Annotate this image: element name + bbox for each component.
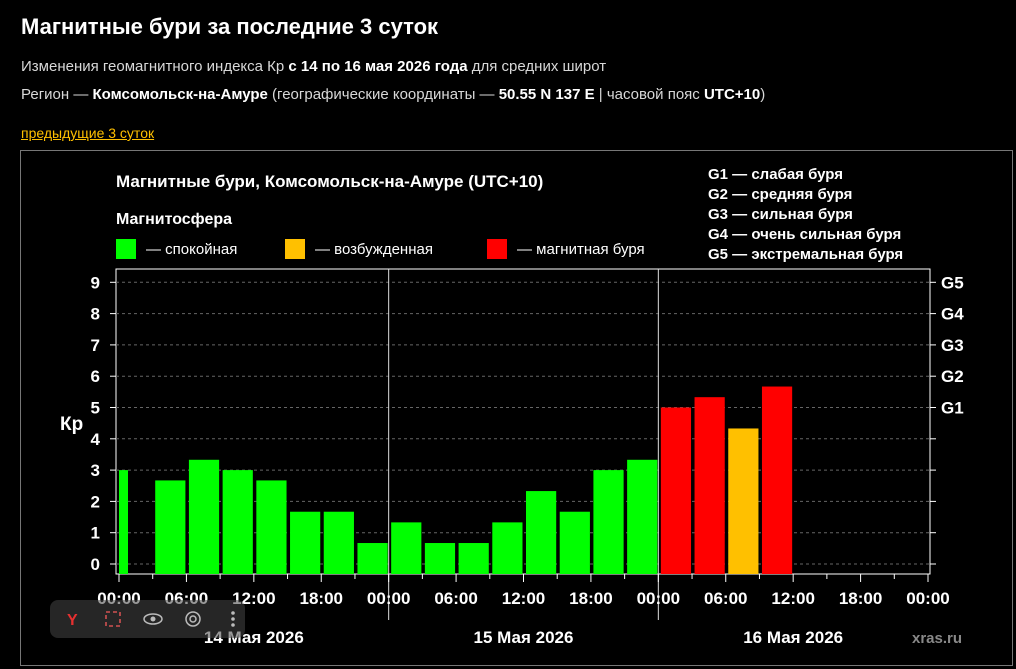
kp-bar-calm (290, 511, 321, 574)
chart-frame (20, 150, 1013, 666)
kp-bar-calm (256, 480, 287, 574)
kp-bar-calm (627, 459, 658, 574)
page-title: Магнитные бури за последние 3 суток (21, 14, 439, 39)
x-tick-label: 18:00 (839, 589, 882, 608)
g-scale-g2: G2 — средняя буря (708, 186, 852, 203)
watermark: xras.ru (912, 630, 962, 647)
y-tick-label: 6 (91, 367, 100, 386)
kp-bar-calm (155, 480, 186, 574)
region-prefix: Регион — (21, 86, 93, 103)
day-label: 16 Мая 2026 (743, 628, 843, 647)
x-tick-label: 12:00 (771, 589, 814, 608)
y-tick-label: 0 (91, 555, 100, 574)
g-tick-label: G4 (941, 305, 964, 324)
kp-bar-storm (660, 407, 692, 574)
day-label: 15 Мая 2026 (474, 628, 574, 647)
yandex-icon[interactable]: Y (62, 608, 84, 630)
y-tick-label: 2 (91, 492, 100, 511)
legend-label-storm: — магнитная буря (517, 241, 645, 258)
legend-swatch-calm (116, 239, 136, 259)
g-scale-g4: G4 — очень сильная буря (708, 226, 901, 243)
camera-icon[interactable] (182, 608, 204, 630)
g-scale-g1: G1 — слабая буря (708, 166, 843, 183)
period-prefix: Изменения геомагнитного индекса Кр (21, 58, 289, 75)
x-tick-label: 00:00 (367, 589, 410, 608)
screenshot-icon[interactable] (102, 608, 124, 630)
kp-bar-calm (424, 543, 456, 574)
kp-bar-calm (357, 543, 388, 574)
g-scale-g3: G3 — сильная буря (708, 206, 853, 223)
x-tick-label: 06:00 (434, 589, 477, 608)
g-tick-label: G2 (941, 367, 964, 386)
kp-bar-storm (761, 386, 793, 574)
x-tick-label: 12:00 (502, 589, 545, 608)
x-tick-label: 18:00 (569, 589, 612, 608)
svg-text:Y: Y (67, 612, 78, 628)
coords-prefix: (географические координаты — (267, 86, 499, 103)
y-axis-label: Кр (60, 414, 83, 435)
period-description: Изменения геомагнитного индекса Кр с 14 … (21, 58, 606, 75)
kp-bar-calm (458, 543, 489, 574)
legend-swatch-excited (285, 239, 305, 259)
browser-overlay-toolbar: Y (50, 600, 245, 638)
period-suffix: для средних широт (467, 58, 607, 75)
x-tick-label: 18:00 (300, 589, 343, 608)
bars (119, 386, 793, 574)
kp-bar-calm (492, 522, 523, 574)
kp-bar-excited (728, 428, 759, 574)
region-coords: 50.55 N 137 E (498, 86, 595, 103)
g-tick-label: G5 (941, 273, 964, 292)
y-tick-label: 4 (91, 430, 101, 449)
y-tick-label: 5 (91, 399, 100, 418)
chart-title: Магнитные бури, Комсомольск-на-Амуре (UT… (116, 172, 543, 191)
x-tick-label: 00:00 (637, 589, 680, 608)
kp-bar-calm (119, 470, 128, 574)
region-description: Регион — Комсомольск-на-Амуре (географич… (21, 86, 765, 103)
more-icon[interactable] (222, 608, 244, 630)
legend-label-calm: — спокойная (146, 241, 237, 258)
grid-lines (116, 269, 930, 620)
y-tick-label: 7 (91, 336, 100, 355)
tz-prefix: | часовой пояс (594, 86, 704, 103)
region-timezone: UTC+10 (703, 86, 761, 103)
legend-heading: Магнитосфера (116, 211, 232, 228)
legend-label-excited: — возбужденная (315, 241, 433, 258)
g-tick-label: G3 (941, 336, 964, 355)
x-tick-label: 06:00 (704, 589, 747, 608)
eye-icon[interactable] (142, 608, 164, 630)
y-tick-label: 3 (91, 461, 100, 480)
region-name: Комсомольск-на-Амуре (92, 86, 268, 103)
legend-swatch-storm (487, 239, 507, 259)
y-axis: 0 1 2 3 4 5 6 7 8 9 (91, 273, 116, 574)
kp-bar-calm (391, 522, 422, 574)
kp-bar-calm (188, 459, 220, 574)
x-tick-label: 00:00 (906, 589, 949, 608)
y-tick-label: 9 (91, 273, 100, 292)
kp-bar-calm (559, 511, 590, 574)
kp-bar-calm (323, 511, 354, 574)
region-suffix: ) (760, 86, 766, 103)
g-scale-g5: G5 — экстремальная буря (708, 246, 903, 263)
kp-bar-calm (593, 470, 624, 574)
g-axis: G1 G2 G3 G4 G5 (930, 273, 964, 565)
g-tick-label: G1 (941, 399, 964, 418)
kp-bar-calm (526, 491, 557, 574)
y-tick-label: 1 (91, 524, 100, 543)
previous-3-days-link[interactable]: предыдущие 3 суток (21, 125, 155, 141)
period-range: с 14 по 16 мая 2026 года (288, 58, 468, 75)
kp-bar-storm (694, 397, 725, 574)
y-tick-label: 8 (91, 305, 100, 324)
kp-bar-calm (222, 470, 253, 574)
